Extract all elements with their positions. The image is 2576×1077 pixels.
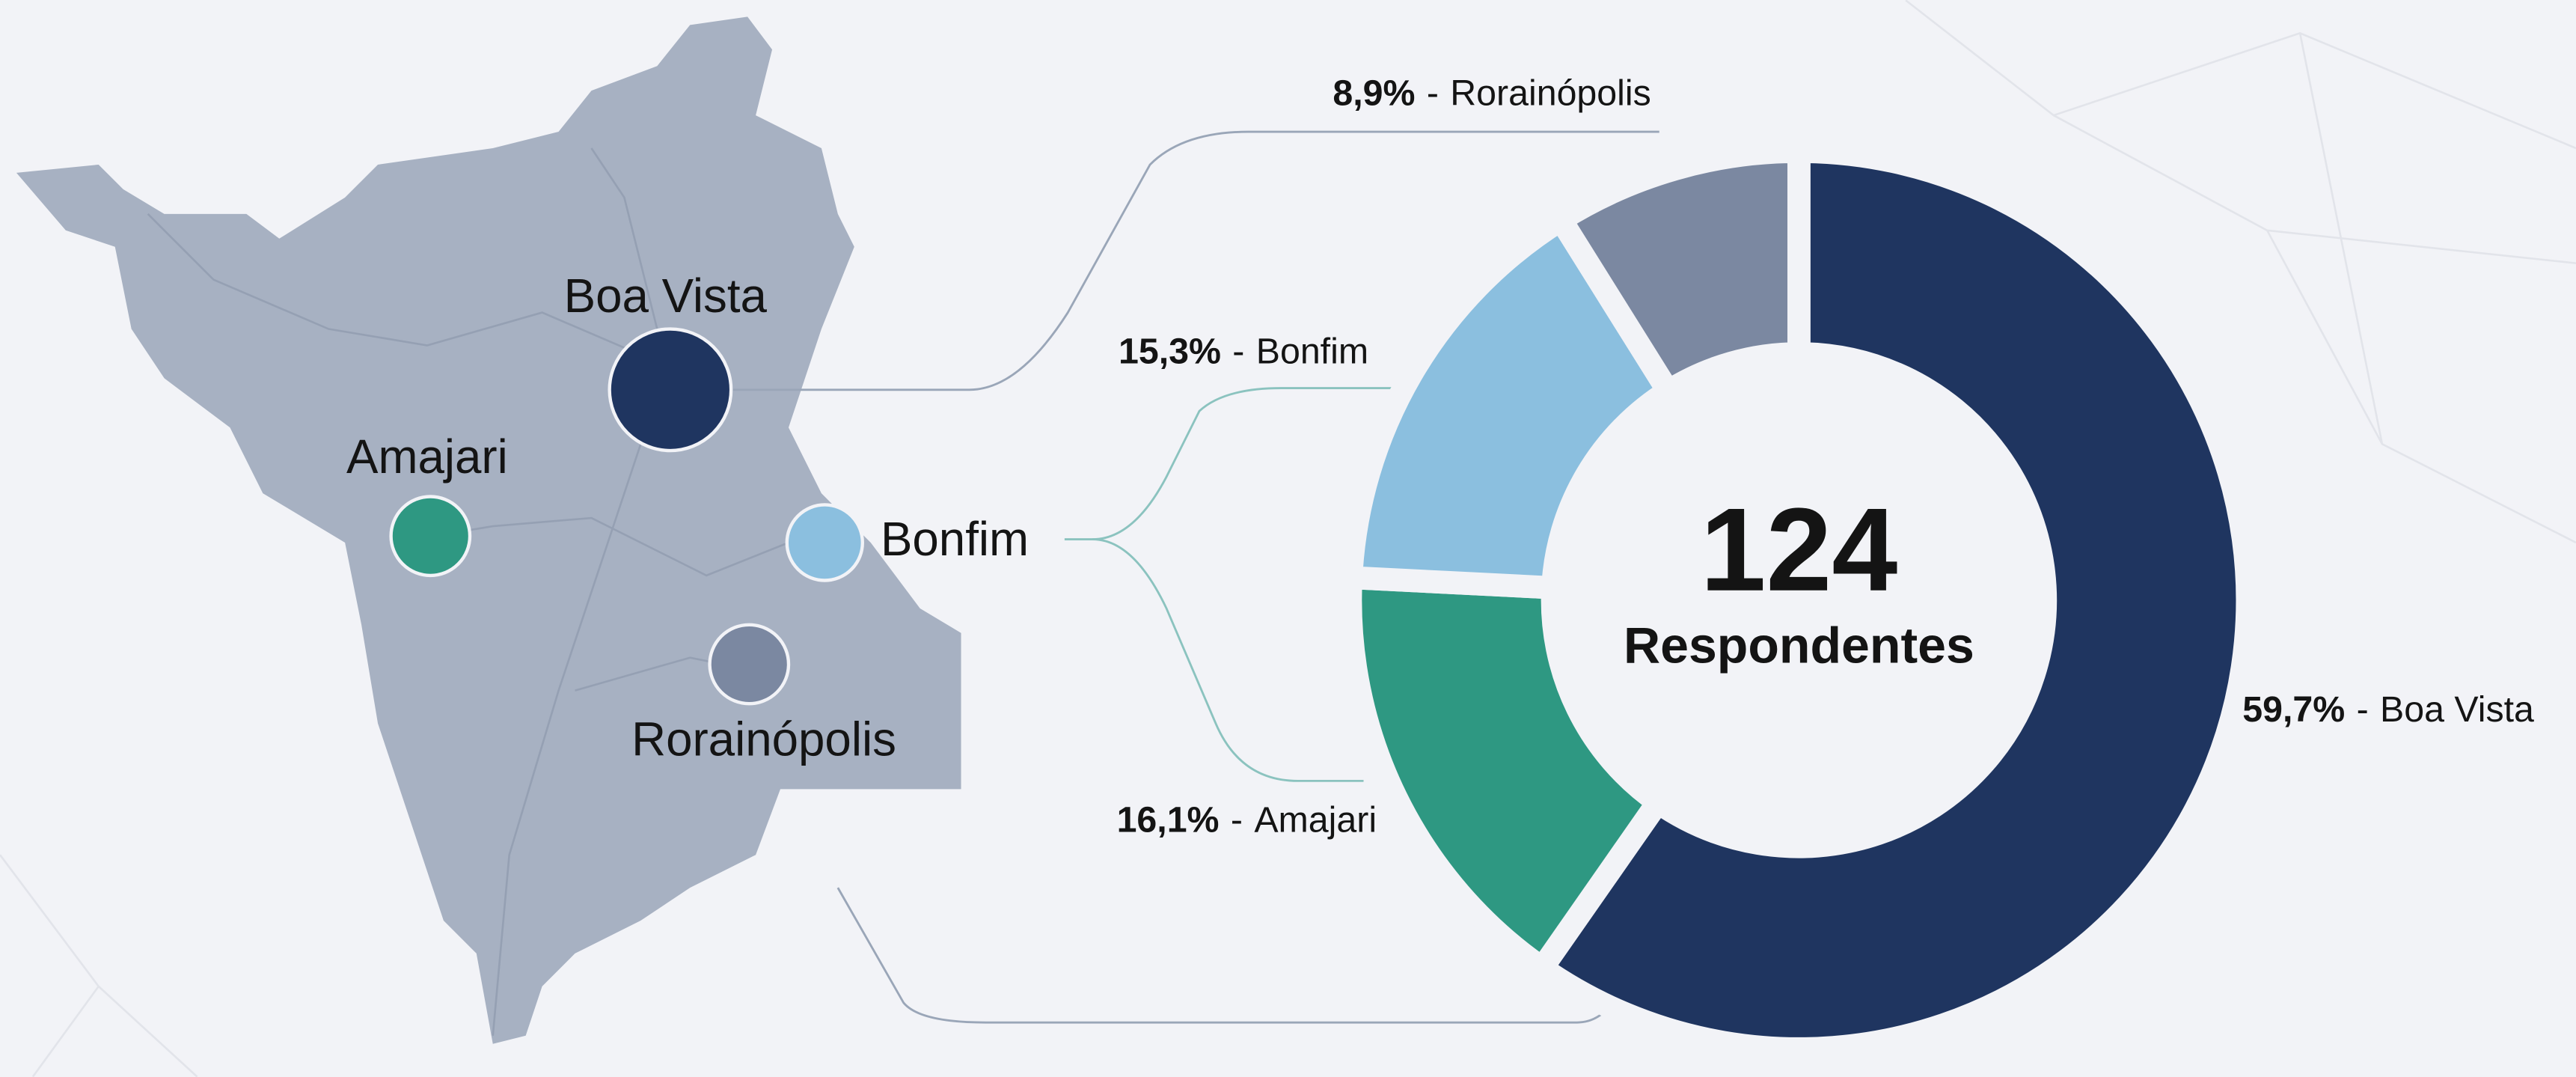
- state-map: [16, 16, 961, 1044]
- decor-mesh: [1905, 0, 2576, 544]
- map-label: Bonfim: [881, 513, 1029, 566]
- slice-category: Bonfim: [1256, 331, 1368, 371]
- center-label: Respondentes: [1624, 617, 1974, 674]
- map-marker: [785, 503, 864, 582]
- donut-slice: [1339, 204, 1684, 600]
- slice-label: 59,7% - Boa Vista: [2242, 689, 2534, 730]
- slice-category: Boa Vista: [2380, 689, 2534, 730]
- map-label: Boa Vista: [564, 269, 768, 323]
- connector: [1092, 538, 1364, 782]
- map-label: Amajari: [346, 430, 508, 483]
- center-value: 124: [1701, 483, 1898, 616]
- slice-value-label: 8,9%: [1333, 73, 1415, 114]
- slice-category: Rorainópolis: [1450, 73, 1650, 114]
- slice-label: 8,9% - Rorainópolis: [1333, 73, 1650, 114]
- slice-separator: -: [1232, 331, 1244, 371]
- connector: [731, 130, 1659, 391]
- decor-mesh: [0, 854, 198, 1077]
- slice-label: 16,1% - Amajari: [1117, 799, 1377, 840]
- slice-value-label: 59,7%: [2242, 689, 2345, 730]
- map-marker: [708, 623, 791, 706]
- slice-category: Amajari: [1254, 799, 1377, 840]
- donut-slice: [1545, 140, 1811, 407]
- map-label: Rorainópolis: [631, 713, 896, 766]
- map-borders: [147, 147, 789, 1036]
- map-border: [147, 147, 789, 1036]
- slice-separator: -: [2357, 689, 2369, 730]
- slice-separator: -: [1231, 799, 1243, 840]
- donut-slice: [1526, 139, 2260, 1061]
- map-marker: [608, 327, 733, 453]
- slice-label: 15,3% - Bonfim: [1119, 331, 1368, 371]
- connector: [1064, 387, 1397, 541]
- donut-slice: [1339, 565, 1674, 984]
- slice-value-label: 16,1%: [1117, 799, 1220, 840]
- slice-separator: -: [1427, 73, 1439, 114]
- map-marker: [389, 495, 472, 578]
- slice-value-label: 15,3%: [1119, 331, 1221, 371]
